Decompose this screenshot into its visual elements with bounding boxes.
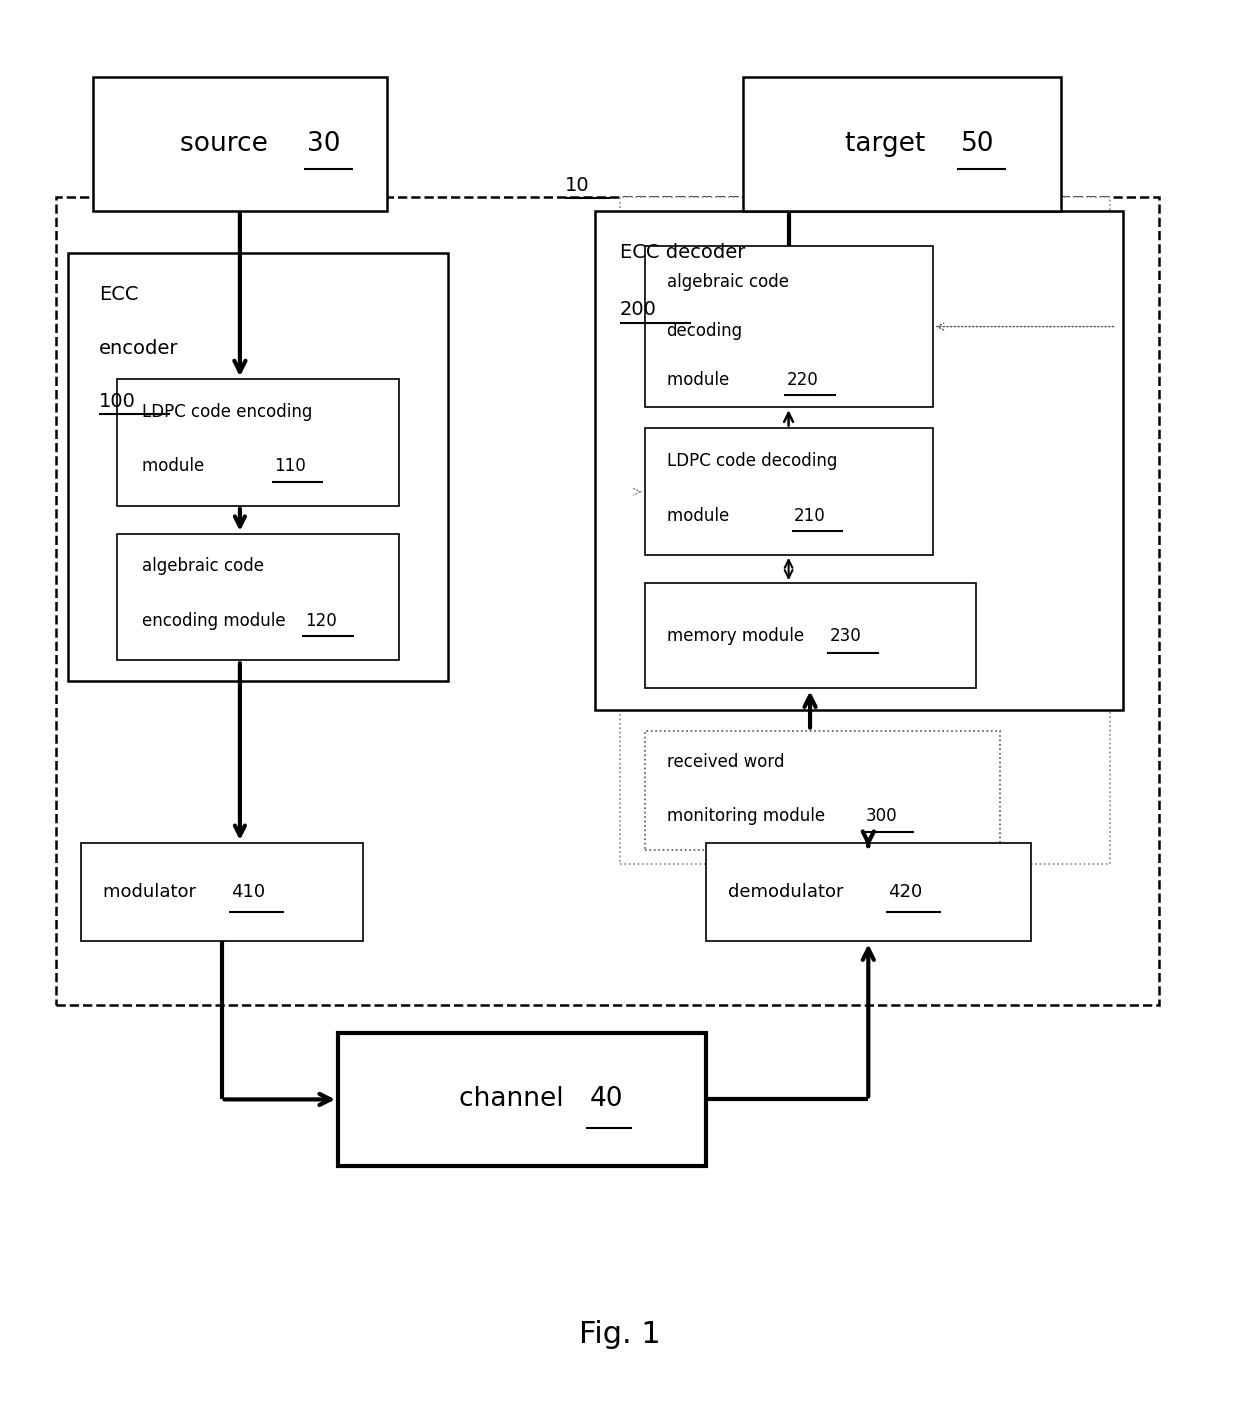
Text: monitoring module: monitoring module: [667, 806, 830, 824]
FancyBboxPatch shape: [339, 1033, 706, 1166]
FancyBboxPatch shape: [706, 843, 1030, 941]
Text: 200: 200: [620, 299, 657, 318]
FancyBboxPatch shape: [645, 583, 976, 688]
FancyBboxPatch shape: [56, 197, 1159, 1005]
Text: 40: 40: [589, 1087, 622, 1112]
Text: 300: 300: [866, 806, 897, 824]
Text: received word: received word: [667, 753, 784, 771]
Text: 230: 230: [830, 627, 862, 644]
Text: target: target: [846, 131, 934, 158]
FancyBboxPatch shape: [645, 731, 1001, 850]
FancyBboxPatch shape: [743, 77, 1061, 210]
Text: ECC decoder: ECC decoder: [620, 243, 745, 263]
Text: 10: 10: [565, 176, 589, 194]
FancyBboxPatch shape: [645, 429, 932, 555]
Text: LDPC code decoding: LDPC code decoding: [667, 451, 837, 470]
FancyBboxPatch shape: [118, 379, 399, 505]
Text: 120: 120: [305, 612, 336, 630]
Text: module: module: [667, 370, 734, 389]
Text: 220: 220: [786, 370, 818, 389]
Text: ECC: ECC: [99, 285, 139, 305]
FancyBboxPatch shape: [595, 210, 1122, 710]
Text: algebraic code: algebraic code: [667, 272, 789, 291]
Text: encoder: encoder: [99, 339, 179, 358]
Text: demodulator: demodulator: [728, 883, 849, 901]
Text: LDPC code encoding: LDPC code encoding: [141, 403, 312, 420]
Text: source: source: [180, 131, 275, 158]
Text: algebraic code: algebraic code: [141, 558, 264, 575]
FancyBboxPatch shape: [118, 534, 399, 660]
Text: modulator: modulator: [103, 883, 201, 901]
Text: memory module: memory module: [667, 627, 808, 644]
Text: 210: 210: [794, 507, 826, 525]
FancyBboxPatch shape: [620, 197, 1111, 864]
Text: module: module: [141, 457, 210, 475]
Text: 410: 410: [232, 883, 265, 901]
Text: encoding module: encoding module: [141, 612, 290, 630]
FancyBboxPatch shape: [93, 77, 387, 210]
FancyBboxPatch shape: [81, 843, 362, 941]
Text: 420: 420: [889, 883, 923, 901]
Text: decoding: decoding: [667, 322, 743, 339]
FancyBboxPatch shape: [645, 245, 932, 407]
Text: channel: channel: [459, 1087, 573, 1112]
Text: 100: 100: [99, 392, 135, 412]
Text: 50: 50: [961, 131, 994, 158]
Text: module: module: [667, 507, 734, 525]
Text: 30: 30: [308, 131, 341, 158]
Text: Fig. 1: Fig. 1: [579, 1320, 661, 1349]
Text: 110: 110: [274, 457, 306, 475]
FancyBboxPatch shape: [68, 253, 449, 681]
